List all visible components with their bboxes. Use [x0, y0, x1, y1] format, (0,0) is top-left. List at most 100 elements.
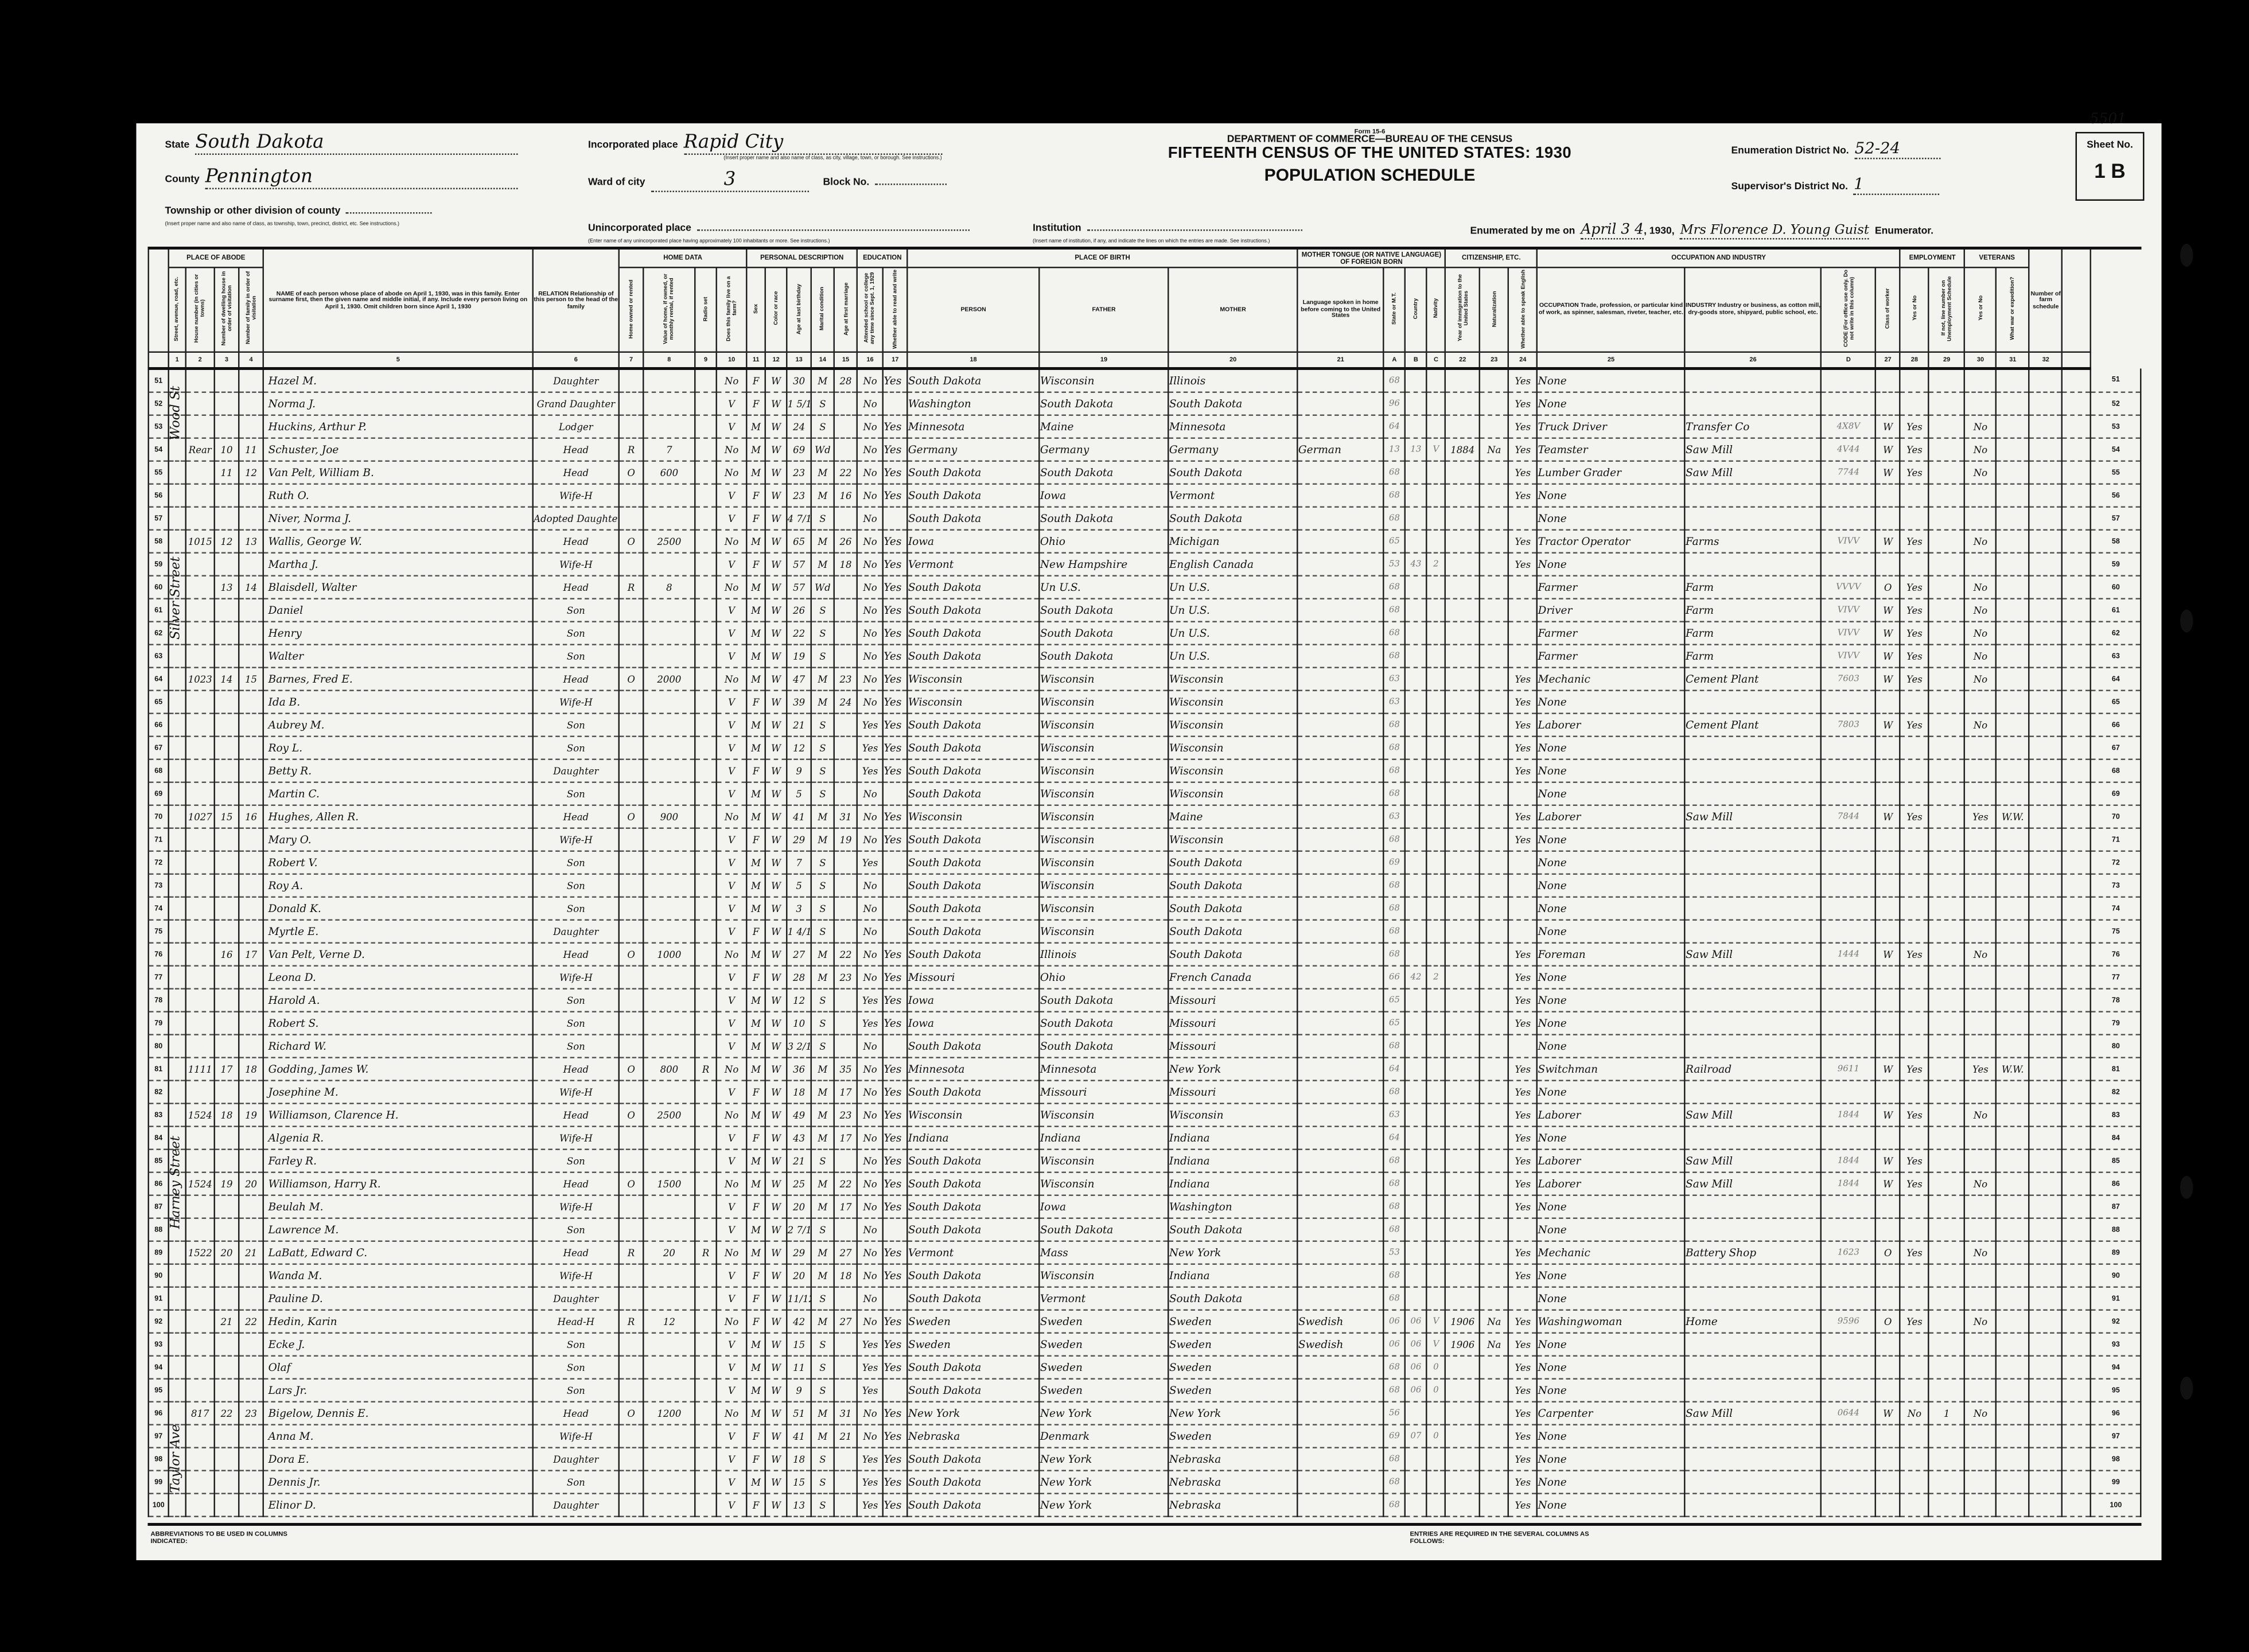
house-number-cell [185, 575, 215, 599]
birthplace-mother-cell: Sweden [1168, 1310, 1298, 1334]
code-a-cell: 68 [1383, 621, 1406, 645]
dwelling-number-cell [213, 368, 240, 393]
sex-cell: M [746, 1034, 766, 1058]
occupation-cell: None [1536, 1447, 1686, 1471]
farm-schedule-cell [2028, 461, 2063, 485]
name-cell: Wanda M. [262, 1264, 534, 1288]
unemployment-line-cell [1928, 415, 1966, 439]
birthplace-father-cell: Missouri [1038, 1080, 1169, 1104]
code-c-cell [1426, 1287, 1446, 1311]
code-c-cell [1426, 942, 1446, 967]
veteran-cell [1964, 782, 1997, 806]
birthplace-mother-cell: Minnesota [1168, 415, 1298, 439]
read-write-cell: Yes [882, 1080, 908, 1104]
code-b-cell [1404, 644, 1427, 668]
marital-condition-cell: S [810, 1287, 835, 1311]
birthplace-father-cell: Wisconsin [1038, 368, 1169, 393]
read-write-cell: Yes [882, 1126, 908, 1150]
marital-condition-cell: S [810, 1218, 835, 1242]
line-number: 76 [147, 942, 169, 967]
code-d-cell: 1444 [1820, 942, 1877, 967]
relation-cell: Son [532, 1034, 620, 1058]
farm-schedule-cell [2028, 782, 2063, 806]
class-of-worker-cell: W [1875, 644, 1901, 668]
sex-cell: F [746, 1287, 766, 1311]
veteran-cell [1964, 1378, 1997, 1402]
occupation-cell: Foreman [1536, 942, 1686, 967]
birthplace-mother-cell: Missouri [1168, 988, 1298, 1012]
birthplace-mother-cell: French Canada [1168, 965, 1298, 989]
code-d-cell [1820, 828, 1877, 852]
marital-condition-cell: M [810, 461, 835, 485]
dwelling-number-cell [213, 1264, 240, 1288]
immigration-year-cell: 1906 [1445, 1332, 1481, 1357]
farm-cell: V [715, 1355, 748, 1380]
age-cell: 13 [786, 1493, 812, 1517]
code-c-cell: V [1426, 1332, 1446, 1357]
birthplace-person-cell: Wisconsin [906, 1103, 1040, 1127]
at-work-cell [1899, 1126, 1930, 1150]
radio-cell [694, 919, 718, 944]
unemployment-line-cell [1928, 461, 1966, 485]
ward-field: Ward of city 3 Block No. [588, 166, 947, 192]
relation-cell: Wife-H [532, 1080, 620, 1104]
age-first-marriage-cell [833, 506, 858, 531]
family-number-cell [238, 1080, 264, 1104]
column-header-4: Number of family in order of visitation [238, 267, 264, 353]
farm-schedule-cell [2028, 805, 2063, 829]
line-number: 89 [147, 1241, 169, 1265]
age-cell: 20 [786, 1264, 812, 1288]
undefined-cell [2061, 1310, 2092, 1334]
code-c-cell [1426, 782, 1446, 806]
name-cell: Van Pelt, Verne D. [262, 942, 534, 967]
speaks-english-cell [1508, 897, 1538, 921]
relation-cell: Wife-H [532, 552, 620, 576]
column-number: 17 [882, 351, 908, 370]
mother-tongue-cell [1297, 1401, 1384, 1425]
column-header-1: Street, avenue, road, etc. [168, 267, 186, 353]
sex-cell: M [746, 1332, 766, 1357]
veteran-cell [1964, 368, 1997, 393]
race-cell: W [764, 1034, 788, 1058]
radio-cell [694, 1470, 718, 1494]
birthplace-mother-cell: Nebraska [1168, 1470, 1298, 1494]
line-number: 70 [147, 805, 169, 829]
birthplace-mother-cell: Un U.S. [1168, 598, 1298, 622]
race-cell: W [764, 575, 788, 599]
farm-schedule-cell [2028, 484, 2063, 508]
dwelling-number-cell: 16 [213, 942, 240, 967]
abbreviations-footer: ABBREVIATIONS TO BE USED IN COLUMNS INDI… [147, 1523, 2142, 1569]
home-value-cell [643, 897, 696, 921]
code-b-cell: 06 [1404, 1355, 1427, 1380]
code-c-cell [1426, 759, 1446, 783]
home-value-cell [643, 1080, 696, 1104]
age-cell: 65 [786, 529, 812, 554]
age-first-marriage-cell [833, 782, 858, 806]
table-row: 76 16 17 Van Pelt, Verne D. Head O 1000 No M W 27 M… [147, 942, 2142, 967]
code-b-cell [1404, 506, 1427, 531]
column-number: 8 [643, 351, 696, 370]
marital-condition-cell: M [810, 1172, 835, 1196]
code-d-cell [1820, 1034, 1877, 1058]
birthplace-mother-cell: South Dakota [1168, 851, 1298, 875]
read-write-cell: Yes [882, 942, 908, 967]
dwelling-number-cell [213, 851, 240, 875]
schedule-title: POPULATION SCHEDULE [1264, 165, 1476, 185]
birthplace-father-cell: South Dakota [1038, 644, 1169, 668]
name-cell: Wallis, George W. [262, 529, 534, 554]
age-first-marriage-cell [833, 598, 858, 622]
farm-schedule-cell [2028, 575, 2063, 599]
relation-cell: Son [532, 621, 620, 645]
naturalization-cell [1479, 667, 1509, 691]
read-write-cell [882, 1287, 908, 1311]
at-work-cell: Yes [1899, 575, 1930, 599]
speaks-english-cell: Yes [1508, 552, 1538, 576]
at-work-cell [1899, 1493, 1930, 1517]
sex-cell: F [746, 552, 766, 576]
farm-cell: V [715, 965, 748, 989]
farm-cell: V [715, 782, 748, 806]
punch-hole [2180, 1377, 2193, 1400]
speaks-english-cell: Yes [1508, 415, 1538, 439]
at-work-cell: Yes [1899, 529, 1930, 554]
code-d-cell: VIVV [1820, 598, 1877, 622]
